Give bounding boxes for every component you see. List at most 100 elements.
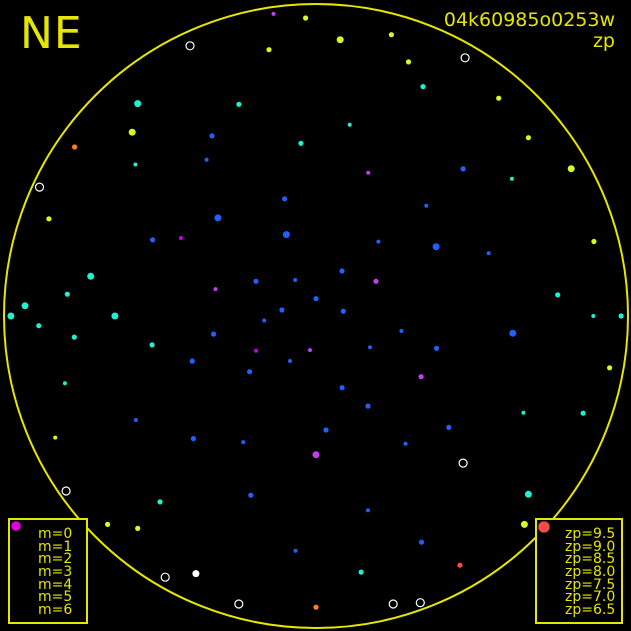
star-point xyxy=(133,162,138,167)
star-point xyxy=(248,492,254,498)
star-point xyxy=(486,251,491,256)
star-point xyxy=(271,11,276,16)
star-point xyxy=(279,307,285,313)
star-point xyxy=(618,313,624,319)
star-point xyxy=(339,385,345,391)
star-point xyxy=(282,231,290,239)
legend-label: zp=8.0 xyxy=(565,564,616,581)
legend-label: zp=6.5 xyxy=(565,602,616,619)
star-point xyxy=(46,216,52,222)
star-point xyxy=(446,424,452,430)
star-point xyxy=(313,604,319,610)
star-point xyxy=(135,525,141,532)
star-point xyxy=(7,312,15,320)
star-point xyxy=(213,287,218,292)
star-point xyxy=(365,403,371,409)
plot-title: 04k60985o0253w zp xyxy=(444,10,615,52)
legend-label: m=5 xyxy=(38,589,73,606)
star-point xyxy=(415,598,425,608)
star-point xyxy=(87,272,95,280)
star-point xyxy=(460,166,466,172)
star-point xyxy=(236,101,242,107)
star-point xyxy=(433,345,440,351)
star-point xyxy=(432,243,440,251)
title-quantity: zp xyxy=(592,30,615,52)
star-point xyxy=(262,318,267,323)
legend-label: zp=8.5 xyxy=(565,551,616,568)
star-point xyxy=(368,345,372,350)
star-point xyxy=(282,196,288,202)
star-point xyxy=(247,369,253,375)
legend-label: m=1 xyxy=(38,538,73,555)
star-point xyxy=(134,100,142,108)
star-point xyxy=(72,144,78,150)
legend-label: zp=9.5 xyxy=(565,526,616,542)
star-point xyxy=(336,36,344,44)
star-point xyxy=(71,334,77,340)
star-point xyxy=(303,15,309,21)
legend-label: m=2 xyxy=(38,551,73,568)
legend-label: zp=7.5 xyxy=(565,576,616,593)
star-point xyxy=(520,520,528,528)
legend-label: zp=7.0 xyxy=(565,589,616,606)
star-point xyxy=(157,499,163,505)
star-point xyxy=(405,59,412,65)
star-point xyxy=(591,314,596,318)
star-point xyxy=(53,435,58,440)
legend-label: m=3 xyxy=(38,564,73,581)
star-point xyxy=(339,268,345,274)
star-point xyxy=(607,365,613,371)
star-point xyxy=(241,440,246,445)
magnitude-legend: m=0 m=1 m=2 m=3 m=4 m=5 m=6 xyxy=(8,518,88,624)
star-point xyxy=(418,539,425,545)
star-point xyxy=(209,133,215,139)
star-point xyxy=(366,508,370,513)
star-point xyxy=(458,458,468,468)
legend-label: m=0 xyxy=(38,526,73,542)
star-point xyxy=(424,203,429,208)
star-point xyxy=(567,165,575,173)
title-id: 04k60985o0253w xyxy=(443,9,615,31)
star-point xyxy=(211,331,217,337)
star-point xyxy=(580,410,586,416)
star-point xyxy=(509,329,517,337)
star-point xyxy=(347,122,352,127)
star-point xyxy=(128,128,136,136)
star-point xyxy=(373,278,379,284)
legend-label: m=6 xyxy=(38,602,73,619)
star-point xyxy=(288,359,292,363)
star-point xyxy=(457,562,463,568)
star-point xyxy=(509,176,514,181)
star-point xyxy=(460,53,470,63)
legend-label: zp=9.0 xyxy=(565,538,616,555)
legend-row-m: m=6 xyxy=(10,524,86,619)
star-point xyxy=(366,170,371,175)
star-point xyxy=(150,237,156,243)
star-point xyxy=(61,486,71,496)
orientation-label: NE xyxy=(20,8,83,59)
star-point xyxy=(376,239,381,244)
star-point xyxy=(308,348,312,353)
star-point xyxy=(293,548,298,553)
star-point xyxy=(204,157,209,162)
star-point xyxy=(298,140,304,146)
star-points xyxy=(7,11,624,610)
legend-row-zp: zp=6.5 xyxy=(537,521,621,619)
star-point xyxy=(192,570,200,578)
star-point xyxy=(496,95,502,101)
star-point xyxy=(399,329,404,333)
star-point xyxy=(524,490,532,498)
star-point xyxy=(293,278,298,282)
star-point xyxy=(420,84,426,90)
star-point xyxy=(111,312,119,320)
star-point xyxy=(418,374,424,380)
star-point xyxy=(214,214,222,222)
star-point xyxy=(591,238,597,245)
star-point xyxy=(521,410,526,415)
star-point xyxy=(21,302,29,310)
star-point xyxy=(185,41,195,51)
zeropoint-legend: zp=9.5 zp=9.0 zp=8.5 zp=8.0 zp=7.5 zp=7.0 zp=6… xyxy=(535,518,623,624)
legend-label: m=4 xyxy=(38,576,73,593)
